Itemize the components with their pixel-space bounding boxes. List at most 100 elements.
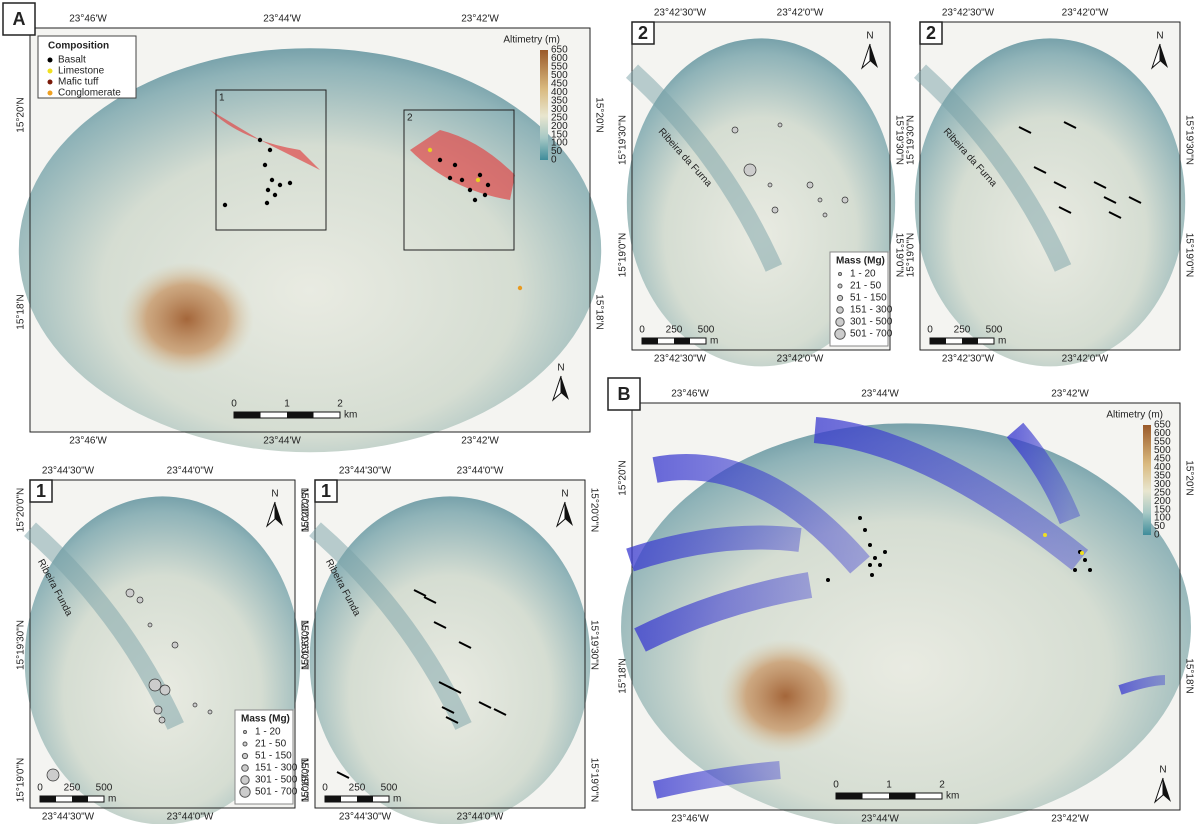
sample-mass: [767, 182, 773, 188]
scale-label: 250: [666, 325, 683, 336]
latitude-label: 15°19'0"N: [618, 233, 629, 278]
mass-symbol: [242, 741, 248, 747]
map-frame: [29, 479, 296, 809]
latitude-label: 15°20'N: [1183, 460, 1194, 495]
map-frame: [919, 21, 1181, 351]
longitude-label: 23°42'30"W: [654, 8, 707, 19]
north-label: N: [557, 363, 564, 374]
mass-legend-title: Mass (Mg): [836, 256, 885, 267]
mass-legend-item: 21 - 50: [850, 281, 882, 292]
mass-symbol: [834, 328, 846, 340]
latitude-label: 15°19'30"N: [1183, 115, 1194, 165]
block-orientation: [413, 589, 427, 597]
latitude-label: 15°18'N: [1183, 658, 1194, 693]
block-orientation: [1018, 126, 1032, 134]
scale-unit: km: [344, 410, 357, 421]
mass-legend-item: 301 - 500: [850, 317, 893, 328]
sample-mass: [192, 702, 198, 708]
panel-label: 2: [926, 23, 936, 43]
sample-mass: [158, 716, 166, 724]
mass-legend-item: 51 - 150: [255, 751, 292, 762]
legend-item: Conglomerate: [58, 88, 121, 99]
legend-item: Basalt: [58, 55, 86, 66]
sample-dot: [1088, 568, 1092, 572]
scale-bar: [930, 338, 946, 344]
altimetry-tick: 0: [1154, 530, 1160, 541]
scale-label: 0: [231, 399, 237, 410]
block-orientation: [441, 706, 455, 714]
latitude-label: 15°18'N: [593, 294, 604, 329]
altimetry-tick: 500: [551, 70, 568, 81]
flow-arrow: [652, 761, 781, 799]
longitude-label: 23°42'0"W: [1062, 354, 1109, 365]
longitude-label: 23°44'W: [861, 814, 899, 824]
valley: [913, 64, 1072, 272]
altimetry-tick: 350: [551, 95, 568, 106]
legend-symbol: [47, 79, 53, 85]
north-arrow: [275, 502, 283, 526]
altimetry-tick: 250: [1154, 487, 1171, 498]
scale-label: 2: [337, 399, 343, 410]
island: [626, 38, 896, 367]
mass-legend-item: 151 - 300: [255, 763, 298, 774]
sample-mass: [822, 212, 828, 218]
sample-mass: [817, 197, 823, 203]
sample-dot: [1080, 551, 1084, 555]
sample-dot: [467, 187, 473, 193]
island: [24, 496, 301, 824]
mass-legend-item: 151 - 300: [850, 305, 893, 316]
flow-arrow: [1006, 422, 1081, 525]
sample-dot: [858, 516, 862, 520]
sample-dot: [475, 177, 481, 183]
sample-mass: [777, 122, 783, 128]
scale-label: 500: [96, 783, 113, 794]
scale-unit: m: [998, 336, 1006, 347]
longitude-label: 23°44'30"W: [42, 812, 95, 823]
sample-dot: [427, 147, 433, 153]
longitude-label: 23°44'W: [861, 389, 899, 400]
altimetry-tick: 150: [1154, 504, 1171, 515]
sample-dot: [870, 573, 874, 577]
scale-unit: m: [393, 794, 401, 805]
flow-arrow: [813, 417, 1089, 571]
map-frame: [29, 27, 591, 433]
sample-mass: [125, 588, 135, 598]
block-orientation: [458, 641, 472, 649]
altimetry-tick: 200: [551, 121, 568, 132]
latitude-label: 15°19'0"N: [298, 758, 309, 803]
latitude-label: 15°20'0"N: [16, 488, 27, 533]
flow-arrow: [634, 572, 813, 652]
panel-label-box: [314, 479, 338, 503]
mass-symbol: [241, 764, 249, 772]
latitude-label: 15°19'0"N: [301, 758, 312, 803]
altimetry-tick: 0: [551, 155, 557, 166]
inset-label: 1: [219, 93, 225, 104]
north-label: N: [866, 31, 873, 42]
sample-dot: [485, 182, 491, 188]
longitude-label: 23°42'W: [1051, 814, 1089, 824]
sample-mass: [148, 678, 162, 692]
panel-label-box: [631, 21, 655, 45]
block-orientation: [448, 686, 462, 694]
longitude-label: 23°44'0"W: [167, 466, 214, 477]
altimetry-tick: 400: [1154, 462, 1171, 473]
mass-legend-item: 301 - 500: [255, 775, 298, 786]
longitude-label: 23°44'W: [263, 436, 301, 447]
sample-dot: [1073, 568, 1077, 572]
longitude-label: 23°44'30"W: [339, 812, 392, 823]
scale-bar: [40, 796, 56, 802]
block-orientation: [433, 621, 447, 629]
sample-mass: [731, 126, 739, 134]
map-frame: [631, 402, 1181, 811]
mass-symbol: [835, 317, 845, 327]
sample-dot: [222, 202, 228, 208]
mass-legend-item: 1 - 20: [850, 269, 876, 280]
scale-label: 500: [698, 325, 715, 336]
mass-legend-item: 1 - 20: [255, 727, 281, 738]
sample-mass: [159, 684, 171, 696]
scale-bar: [836, 793, 863, 799]
sample-dot: [257, 137, 263, 143]
legend-item: Mafic tuff: [58, 77, 99, 88]
scale-bar: [72, 796, 88, 802]
altimetry-tick: 300: [1154, 479, 1171, 490]
